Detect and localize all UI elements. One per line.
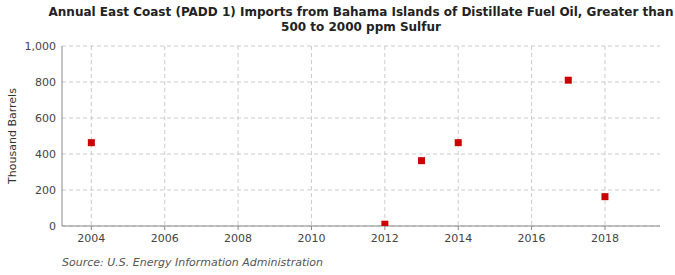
y-grid-line (62, 190, 660, 191)
y-grid-line (62, 118, 660, 119)
title: Annual East Coast (PADD 1) Imports from … (49, 5, 674, 34)
title-line: 500 to 2000 ppm Sulfur (281, 20, 441, 34)
y-tick-label: 1,000 (25, 40, 57, 53)
x-tick (164, 226, 165, 230)
point (88, 139, 95, 146)
point (381, 221, 388, 226)
x-grid-line (91, 46, 92, 226)
x-tick-label: 2016 (518, 232, 546, 245)
y-tick-label: 800 (35, 76, 56, 89)
x-tick (384, 226, 385, 230)
y-axis-line (62, 46, 63, 226)
x-grid-line (311, 46, 312, 226)
y-grid-line (62, 46, 660, 47)
y-tick-label: 200 (35, 184, 56, 197)
x-tick (604, 226, 605, 230)
x-grid-line (531, 46, 532, 226)
source: Source: U.S. Energy Information Administ… (62, 256, 323, 269)
point (418, 157, 425, 164)
x-tick-label: 2014 (444, 232, 472, 245)
x-tick-label: 2010 (297, 232, 325, 245)
x-tick (238, 226, 239, 230)
points (88, 77, 609, 226)
y-axis-label: Thousand Barrels (6, 88, 19, 185)
x-tick-label: 2012 (371, 232, 399, 245)
x-tick (531, 226, 532, 230)
x-tick (458, 226, 459, 230)
x-grid-line (458, 46, 459, 226)
y-grid-line (62, 154, 660, 155)
point (565, 77, 572, 84)
x-tick-label: 2008 (224, 232, 252, 245)
x-tick-label: 2006 (151, 232, 179, 245)
title-line: Annual East Coast (PADD 1) Imports from … (49, 5, 674, 19)
y-grid-line (62, 226, 660, 227)
x-tick (311, 226, 312, 230)
point (455, 139, 462, 146)
x-grid-line (384, 46, 385, 226)
y-tick-label: 600 (35, 112, 56, 125)
point (601, 193, 608, 200)
grid (62, 46, 660, 226)
x-grid-line (238, 46, 239, 226)
x-axis-line (62, 226, 660, 227)
x-tick-label: 2004 (77, 232, 105, 245)
x-tick (91, 226, 92, 230)
y-tick-label: 0 (49, 220, 56, 233)
y-tick-label: 400 (35, 148, 56, 161)
chart: Annual East Coast (PADD 1) Imports from … (0, 0, 675, 275)
x-grid-line (164, 46, 165, 226)
x-tick-label: 2018 (591, 232, 619, 245)
